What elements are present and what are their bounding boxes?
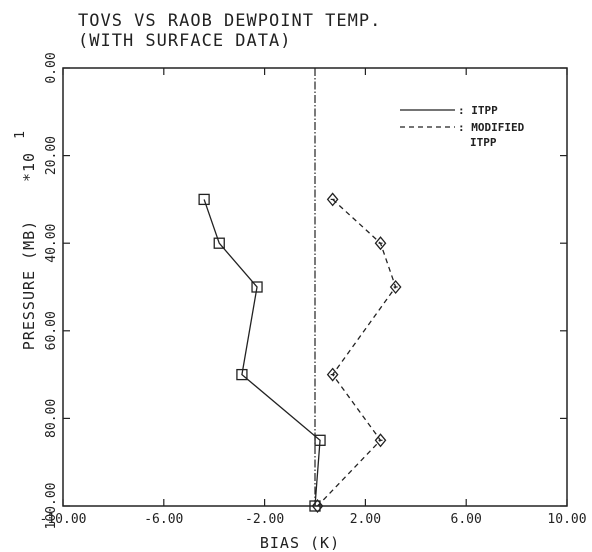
x-tick-label: 10.00: [547, 512, 586, 527]
series-line-modified-itpp: [317, 198, 397, 507]
legend-label-modified: : MODIFIED: [458, 121, 525, 134]
chart-title: TOVS VS RAOB DEWPOINT TEMP.: [78, 11, 381, 31]
y-axis-label-group: PRESSURE (MB) *10 1: [13, 131, 38, 350]
legend-label-itpp: : ITPP: [458, 104, 498, 117]
y-axis-ticks: 0.00 20.00 40.00 60.00 80.00 100.00: [44, 52, 567, 529]
y-tick-label: 60.00: [44, 311, 59, 350]
data-point-square: [213, 237, 225, 249]
y-axis-label-scale: *10: [20, 152, 38, 182]
y-tick-label: 100.00: [44, 483, 59, 530]
y-tick-label: 0.00: [44, 52, 59, 83]
data-point-diamond: [311, 498, 324, 514]
legend-label-modified-line2: ITPP: [470, 136, 497, 149]
y-axis-label-exponent: 1: [13, 131, 28, 139]
y-tick-label: 20.00: [44, 136, 59, 175]
y-axis-label: PRESSURE (MB): [20, 220, 38, 350]
x-axis-label: BIAS (K): [260, 534, 340, 552]
y-tick-label: 40.00: [44, 224, 59, 263]
data-point-square: [198, 193, 210, 206]
x-tick-label: 2.00: [350, 512, 381, 527]
x-tick-label: -6.00: [144, 512, 183, 527]
data-point-diamond: [389, 279, 402, 295]
data-point-diamond: [326, 367, 339, 382]
data-point-diamond: [374, 433, 387, 448]
series-group: [198, 192, 402, 514]
data-point-square: [251, 281, 263, 293]
y-tick-label: 80.00: [44, 399, 59, 438]
data-point-square: [309, 500, 321, 512]
series-line-itpp: [203, 199, 321, 507]
chart-subtitle: (WITH SURFACE DATA): [78, 31, 291, 51]
data-point-square: [314, 434, 326, 446]
legend: : ITPP : MODIFIED ITPP: [400, 104, 525, 149]
x-tick-label: -10.00: [40, 512, 87, 527]
data-point-square: [236, 368, 248, 381]
data-point-diamond: [326, 192, 339, 207]
data-point-diamond: [374, 236, 387, 251]
x-tick-label: -2.00: [245, 512, 284, 527]
x-tick-label: 6.00: [451, 512, 482, 527]
x-axis-ticks: -10.00 -6.00 -2.00 2.00 6.00 10.00: [40, 68, 587, 527]
